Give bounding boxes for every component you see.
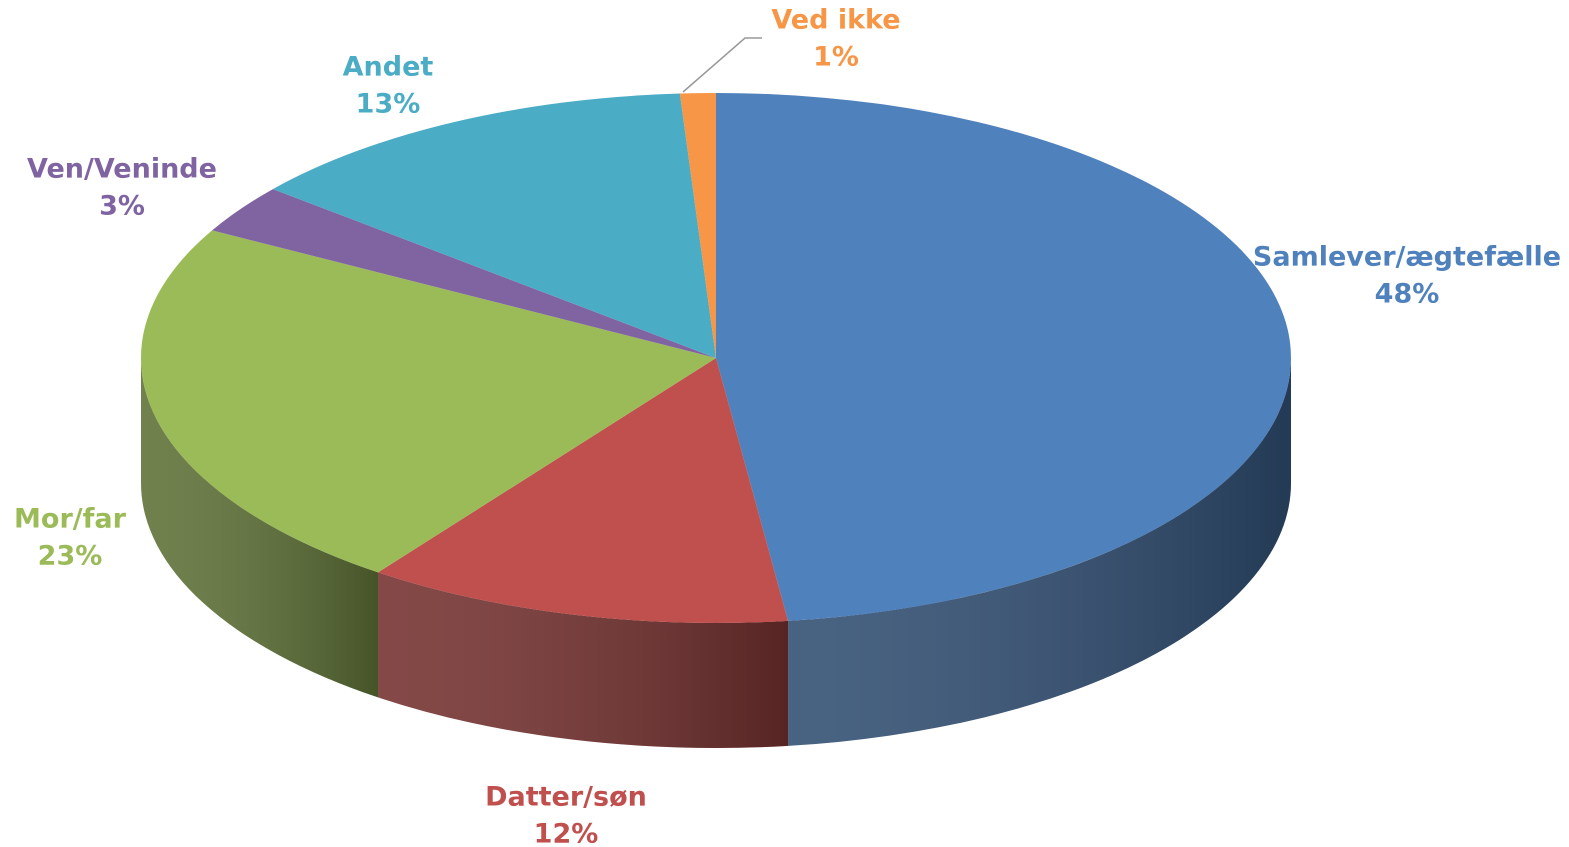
slice-label: Andet [343, 52, 434, 83]
slice-value-label: 13% [356, 89, 421, 120]
leader-line [682, 37, 762, 93]
pie-slice [378, 358, 789, 623]
pie-side-shade [140, 358, 379, 698]
slice-value-label: 1% [813, 42, 859, 73]
slice-label: Ved ikke [771, 5, 900, 36]
slice-label: Samlever/ægtefælle [1253, 242, 1561, 273]
slice-value-label: 23% [38, 541, 103, 572]
slice-label: Datter/søn [485, 782, 647, 813]
pie-slice [212, 189, 716, 358]
slice-value-label: 48% [1375, 279, 1440, 310]
pie-side-shade [378, 572, 789, 748]
slice-value-label: 12% [534, 819, 599, 847]
pie-slice [272, 93, 716, 358]
pie-slice [716, 93, 1292, 621]
pie-side-shade [788, 358, 1291, 746]
pie-slice [679, 93, 716, 358]
slice-label: Mor/far [14, 504, 127, 535]
pie-slice [140, 230, 716, 573]
slice-label: Ven/Veninde [27, 154, 217, 185]
slice-value-label: 3% [99, 191, 145, 222]
